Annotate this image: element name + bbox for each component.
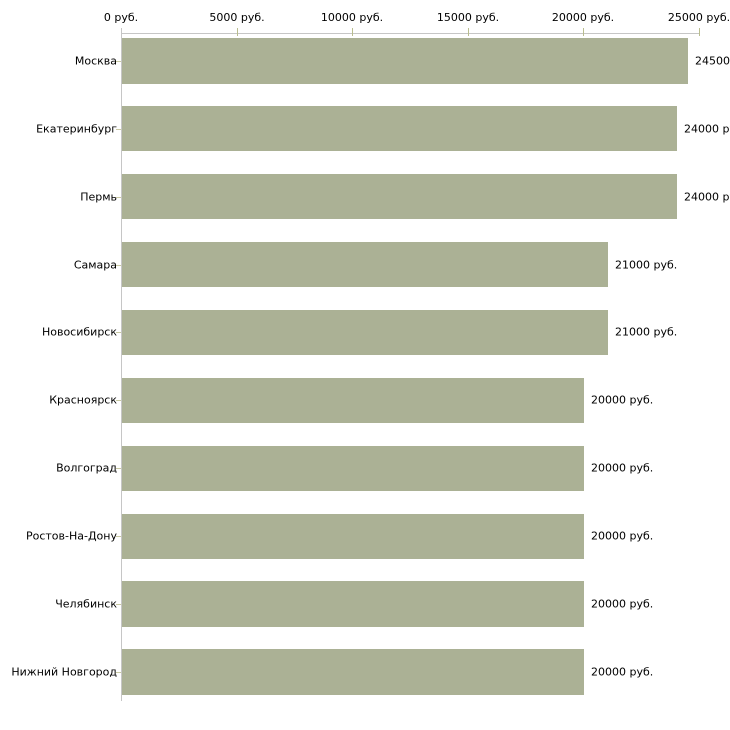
category-tick <box>116 61 121 62</box>
category-label: Екатеринбург <box>36 122 117 136</box>
category-label: Челябинск <box>55 597 117 611</box>
category-tick <box>116 197 121 198</box>
x-axis-tick-label: 15000 руб. <box>436 11 500 24</box>
value-label: 20000 руб. <box>591 529 654 543</box>
value-label: 21000 руб. <box>615 325 678 339</box>
value-label: 20000 руб. <box>591 597 654 611</box>
category-label: Москва <box>74 54 117 68</box>
x-axis-tick <box>583 28 584 36</box>
bar <box>122 309 608 356</box>
category-tick <box>116 468 121 469</box>
x-axis-tick <box>352 28 353 36</box>
category-tick <box>116 672 121 673</box>
x-axis-tick-label: 5000 руб. <box>209 11 265 24</box>
bar <box>122 241 608 288</box>
bar <box>122 445 584 492</box>
bar <box>122 173 677 220</box>
value-label: 24500 руб. <box>695 54 730 68</box>
bar <box>122 377 584 424</box>
category-tick <box>116 400 121 401</box>
value-label: 20000 руб. <box>591 393 654 407</box>
value-label: 24000 руб. <box>684 190 730 204</box>
x-axis-tick <box>237 28 238 36</box>
x-axis-tick <box>699 28 700 36</box>
category-tick <box>116 265 121 266</box>
x-axis-tick-label: 10000 руб. <box>320 11 384 24</box>
value-label: 24000 руб. <box>684 122 730 136</box>
category-label: Самара <box>73 258 117 272</box>
y-axis-line <box>121 28 122 701</box>
category-label: Красноярск <box>49 393 117 407</box>
category-label: Пермь <box>80 190 117 204</box>
x-axis-tick-label: 0 руб. <box>103 11 139 24</box>
value-label: 20000 руб. <box>591 665 654 679</box>
category-label: Новосибирск <box>41 325 117 339</box>
x-axis-tick <box>468 28 469 36</box>
category-label: Нижний Новгород <box>11 665 117 679</box>
value-label: 20000 руб. <box>591 461 654 475</box>
category-label: Волгоград <box>56 461 117 475</box>
bar <box>122 581 584 627</box>
category-tick <box>116 332 121 333</box>
category-tick <box>116 129 121 130</box>
category-tick <box>116 536 121 537</box>
bar <box>122 649 584 695</box>
x-axis-tick-label: 20000 руб. <box>551 11 615 24</box>
bar <box>122 38 688 84</box>
x-axis-tick-label: 25000 руб. <box>667 11 730 24</box>
x-axis-line <box>121 33 699 34</box>
bar <box>122 105 677 152</box>
category-label: Ростов-На-Дону <box>25 529 117 543</box>
bar <box>122 513 584 559</box>
value-label: 21000 руб. <box>615 258 678 272</box>
category-tick <box>116 604 121 605</box>
